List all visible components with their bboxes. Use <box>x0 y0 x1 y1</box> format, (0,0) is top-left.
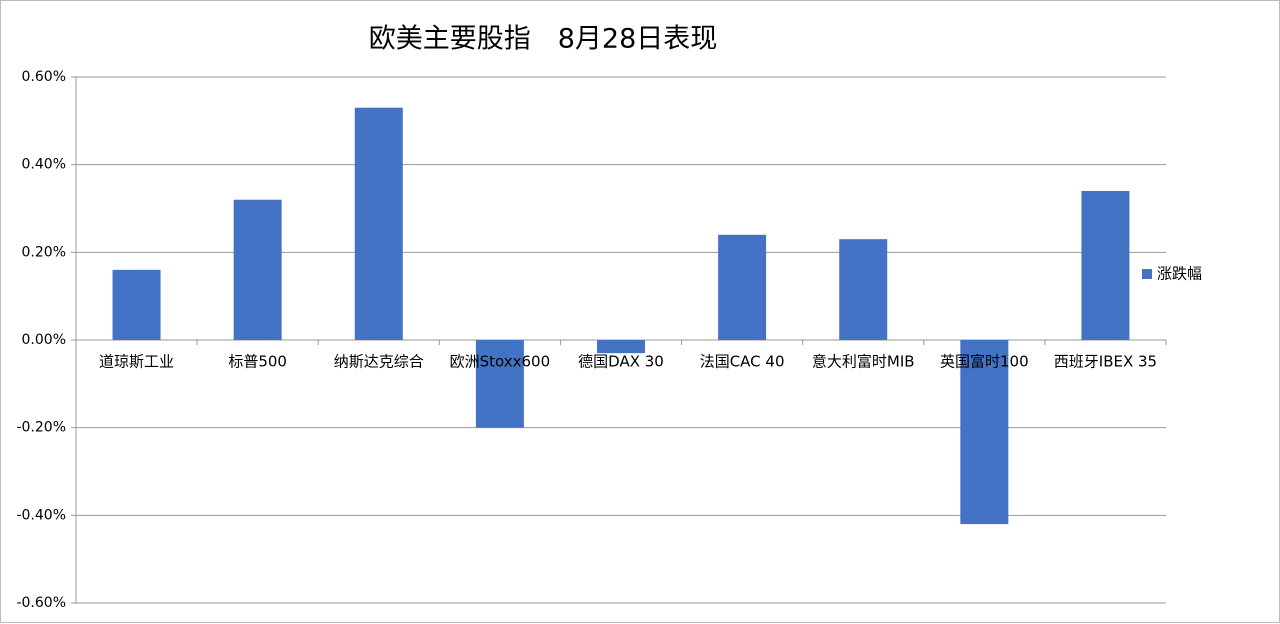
x-tick-label: 德国DAX 30 <box>578 353 664 371</box>
bar <box>1081 190 1130 340</box>
bar <box>112 269 161 340</box>
x-tick-label: 英国富时100 <box>940 353 1029 371</box>
bar <box>839 239 888 340</box>
x-tick-label: 欧洲Stoxx600 <box>450 353 551 371</box>
bar <box>597 340 645 354</box>
y-tick-label: 0.00% <box>22 332 66 348</box>
bar <box>233 199 282 340</box>
bar <box>960 340 1009 525</box>
x-tick-label: 纳斯达克综合 <box>334 353 424 371</box>
y-tick-label: 0.20% <box>22 244 66 260</box>
chart-title: 欧美主要股指 8月28日表现 <box>369 24 718 55</box>
y-tick-label: -0.60% <box>16 595 66 611</box>
legend-label: 涨跌幅 <box>1157 265 1202 283</box>
bar <box>475 340 524 428</box>
y-tick-label: -0.20% <box>16 420 66 436</box>
x-tick-label: 道琼斯工业 <box>99 353 174 371</box>
legend-swatch <box>1142 269 1152 279</box>
x-tick-label: 标普500 <box>228 353 287 371</box>
bar <box>718 234 767 340</box>
y-tick-label: 0.40% <box>22 157 66 173</box>
x-tick-label: 西班牙IBEX 35 <box>1054 353 1157 371</box>
y-tick-label: -0.40% <box>16 507 66 523</box>
x-tick-label: 法国CAC 40 <box>700 353 785 371</box>
bar <box>354 107 403 340</box>
x-tick-label: 意大利富时MIB <box>812 353 915 371</box>
y-tick-label: 0.60% <box>22 69 66 85</box>
